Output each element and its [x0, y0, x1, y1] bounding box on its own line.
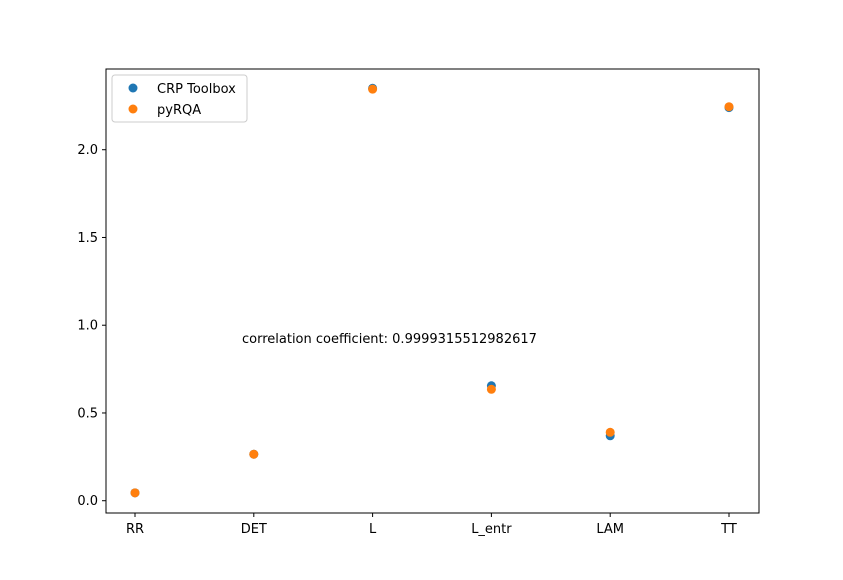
legend-label-pyrqa: pyRQA — [157, 103, 201, 118]
legend-marker-crp-toolbox — [128, 83, 138, 93]
y-tick-label: 1.5 — [77, 231, 98, 246]
y-tick-label: 1.0 — [77, 319, 98, 334]
x-tick-label: LAM — [596, 522, 624, 537]
y-tick-label: 2.0 — [77, 143, 98, 158]
y-tick-label: 0.5 — [77, 406, 98, 421]
y-axis-ticks: 0.0 0.5 1.0 1.5 2.0 — [77, 143, 106, 509]
data-point-1 — [368, 84, 378, 94]
correlation-annotation: correlation coefficient: 0.9999315512982… — [242, 332, 537, 347]
data-point-1 — [605, 427, 615, 437]
data-point-1 — [724, 102, 734, 112]
x-tick-label: RR — [126, 522, 144, 537]
legend: CRP Toolbox pyRQA — [111, 74, 248, 123]
x-tick-label: TT — [720, 522, 737, 537]
data-point-1 — [249, 449, 259, 459]
plot-frame — [105, 68, 760, 514]
x-tick-label: L — [369, 522, 377, 537]
x-tick-label: DET — [241, 522, 267, 537]
data-point-1 — [486, 384, 496, 394]
x-axis-ticks: RR DET L L_entr LAM TT — [126, 513, 737, 537]
legend-marker-pyrqa — [128, 104, 138, 114]
legend-box — [111, 74, 248, 123]
y-tick-label: 0.0 — [77, 494, 98, 509]
x-tick-label: L_entr — [471, 522, 512, 537]
legend-label-crp-toolbox: CRP Toolbox — [157, 82, 236, 97]
data-point-1 — [130, 488, 140, 498]
data-points — [130, 83, 734, 498]
